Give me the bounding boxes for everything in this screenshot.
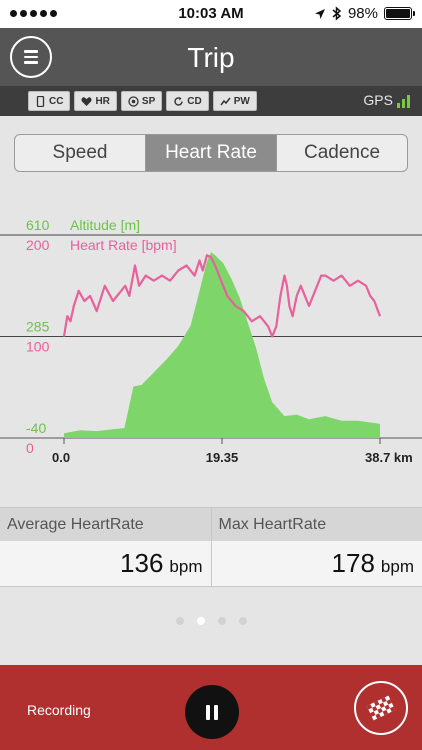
x-tick-label: 19.35 [206,450,239,465]
checkered-flag-icon [366,695,396,721]
gps-signal-icon [397,94,410,108]
page-dot[interactable] [196,617,205,625]
page-dot[interactable] [217,617,226,625]
stat-value: 136 [120,548,164,578]
bluetooth-icon [332,6,342,21]
speed-sensor-icon [128,95,139,107]
stat-label: Average HeartRate [0,508,211,541]
cellular-signal-icon [10,10,57,17]
sensor-pw[interactable]: PW [212,91,257,111]
heart-rate-line [62,254,382,338]
gps-label: GPS [363,92,393,108]
status-bar: 10:03 AM 98% [0,0,422,28]
heart-icon [81,96,92,106]
altitude-legend: Altitude [m] [70,217,140,233]
finish-button[interactable] [354,681,408,735]
battery-percent: 98% [347,5,378,22]
x-tick-label: 0.0 [52,450,70,465]
heart-rate-legend: Heart Rate [bpm] [70,237,177,253]
stat-label: Max HeartRate [211,508,422,541]
sensor-cc[interactable]: CC [28,91,71,111]
status-time: 10:03 AM [178,5,244,22]
stat-unit: bpm [380,556,414,576]
pause-button[interactable] [185,685,239,739]
gps-status: GPS [363,92,410,108]
heart-rate-axis-tick: 200 [26,237,50,253]
heart-rate-axis-tick: 0 [26,440,34,456]
sensor-bar: CC HR SP CD PW GPS [0,86,422,116]
tab-cadence[interactable]: Cadence [303,142,381,163]
altitude-axis-tick: -40 [26,420,46,436]
battery-icon [384,7,415,20]
metric-tabs: Speed Heart Rate Cadence [14,134,408,172]
stat-unit: bpm [169,556,203,576]
sensor-hr[interactable]: HR [74,91,117,111]
nav-bar: Trip [0,28,422,86]
power-icon [220,97,231,105]
bottom-bar: Recording [0,665,422,750]
stat-value: 178 [331,548,375,578]
tab-speed[interactable]: Speed [15,135,146,171]
hamburger-menu-icon[interactable] [10,36,52,78]
phone-icon [36,95,45,107]
max-heartrate-stat: Max HeartRate 178 bpm [210,508,422,586]
altitude-area [64,252,380,438]
stats-panel: Average HeartRate 136 bpm Max HeartRate … [0,507,422,587]
pause-icon [206,704,210,720]
tab-heart-rate[interactable]: Heart Rate [146,135,277,171]
page-dot[interactable] [175,617,184,625]
altitude-axis-tick: 285 [26,319,50,335]
sensor-list: CC HR SP CD PW [28,91,257,111]
page-dot[interactable] [238,617,247,625]
sensor-sp[interactable]: SP [120,91,163,111]
page-title: Trip [187,42,235,73]
location-arrow-icon [314,8,325,19]
heart-rate-altitude-chart: 610 200 285 100 -40 0 Altitude [m] Heart Rate [… [0,217,422,465]
status-indicators: 98% [314,5,415,22]
x-tick-label: 38.7 km [365,450,413,465]
average-heartrate-stat: Average HeartRate 136 bpm [0,508,211,586]
altitude-axis-tick: 610 [26,217,50,233]
heart-rate-axis-tick: 100 [26,339,50,355]
page-indicator[interactable] [0,617,422,625]
sensor-cd[interactable]: CD [166,91,209,111]
cadence-icon [174,96,183,106]
recording-status: Recording [27,702,91,718]
